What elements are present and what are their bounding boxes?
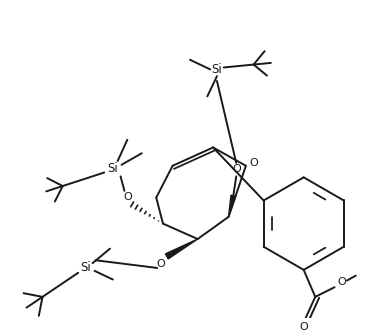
Text: O: O	[156, 259, 166, 269]
Text: Si: Si	[81, 261, 91, 275]
Text: O: O	[337, 278, 345, 287]
Text: O: O	[123, 192, 132, 202]
Polygon shape	[229, 195, 236, 217]
Text: O: O	[299, 322, 308, 330]
Text: O: O	[249, 158, 258, 168]
Text: Si: Si	[212, 63, 222, 76]
Text: O: O	[233, 164, 242, 174]
Text: Si: Si	[107, 162, 118, 175]
Polygon shape	[166, 239, 198, 259]
